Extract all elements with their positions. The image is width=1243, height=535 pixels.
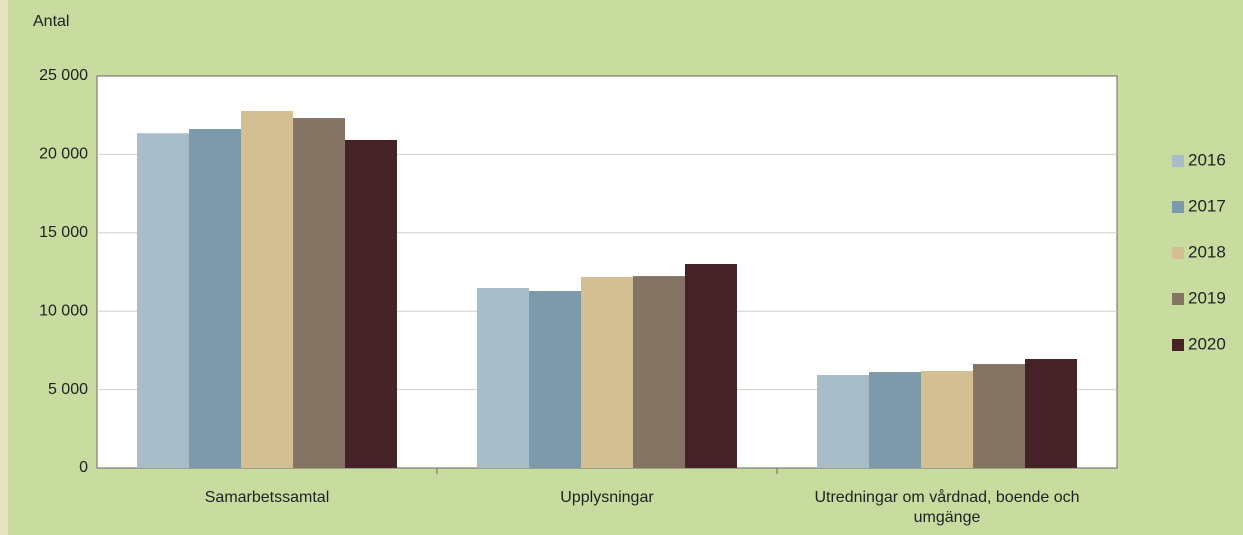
x-tick-label: Upplysningar bbox=[560, 489, 654, 506]
bar bbox=[817, 375, 869, 468]
bar bbox=[345, 139, 397, 468]
bar bbox=[529, 290, 581, 468]
legend-swatch bbox=[1172, 339, 1184, 351]
bar bbox=[241, 110, 293, 468]
bar bbox=[293, 118, 345, 468]
y-tick-label: 15 000 bbox=[39, 224, 88, 241]
y-tick-label: 0 bbox=[79, 459, 88, 476]
legend-swatch bbox=[1172, 247, 1184, 259]
legend-label: 2018 bbox=[1188, 242, 1226, 261]
bar bbox=[973, 364, 1025, 468]
legend-swatch bbox=[1172, 293, 1184, 305]
y-tick-label: 25 000 bbox=[39, 67, 88, 84]
bar bbox=[189, 128, 241, 468]
x-tick-label: Utredningar om vårdnad, boende och umgän… bbox=[814, 489, 1080, 526]
bar bbox=[1025, 359, 1077, 468]
y-tick-label: 5 000 bbox=[48, 381, 88, 398]
legend-label: 2019 bbox=[1188, 288, 1226, 307]
bar bbox=[869, 372, 921, 468]
y-axis-label: Antal bbox=[33, 13, 69, 30]
legend-label: 2017 bbox=[1188, 196, 1226, 215]
bar bbox=[477, 287, 529, 468]
legend-label: 2020 bbox=[1188, 334, 1226, 353]
legend-swatch bbox=[1172, 201, 1184, 213]
legend-label: 2016 bbox=[1188, 150, 1226, 169]
bar bbox=[137, 133, 189, 468]
bar bbox=[633, 276, 685, 468]
bar bbox=[685, 264, 737, 468]
edge-stripe bbox=[0, 0, 8, 535]
bar bbox=[921, 370, 973, 468]
y-tick-label: 20 000 bbox=[39, 146, 88, 163]
y-tick-label: 10 000 bbox=[39, 302, 88, 319]
legend-swatch bbox=[1172, 155, 1184, 167]
bar bbox=[581, 277, 633, 468]
x-tick-label: Samarbetssamtal bbox=[204, 489, 330, 506]
